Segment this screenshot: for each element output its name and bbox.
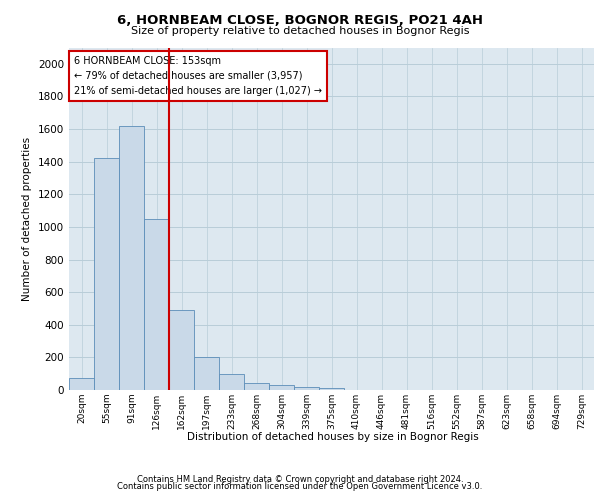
Bar [119,126,144,390]
Bar [194,358,219,390]
Text: Distribution of detached houses by size in Bognor Regis: Distribution of detached houses by size … [187,432,479,442]
Text: Size of property relative to detached houses in Bognor Regis: Size of property relative to detached ho… [131,26,469,36]
Bar [269,385,294,390]
Bar [294,386,319,390]
Text: 6, HORNBEAM CLOSE, BOGNOR REGIS, PO21 4AH: 6, HORNBEAM CLOSE, BOGNOR REGIS, PO21 4A… [117,14,483,27]
Bar [169,310,194,390]
Bar [144,219,169,390]
Text: Contains HM Land Registry data © Crown copyright and database right 2024.: Contains HM Land Registry data © Crown c… [137,474,463,484]
Text: Contains public sector information licensed under the Open Government Licence v3: Contains public sector information licen… [118,482,482,491]
Bar [94,158,119,390]
Text: 6 HORNBEAM CLOSE: 153sqm
← 79% of detached houses are smaller (3,957)
21% of sem: 6 HORNBEAM CLOSE: 153sqm ← 79% of detach… [74,56,322,96]
Bar [244,382,269,390]
Bar [319,388,344,390]
Bar [219,374,244,390]
Y-axis label: Number of detached properties: Number of detached properties [22,136,32,301]
Bar [69,378,94,390]
